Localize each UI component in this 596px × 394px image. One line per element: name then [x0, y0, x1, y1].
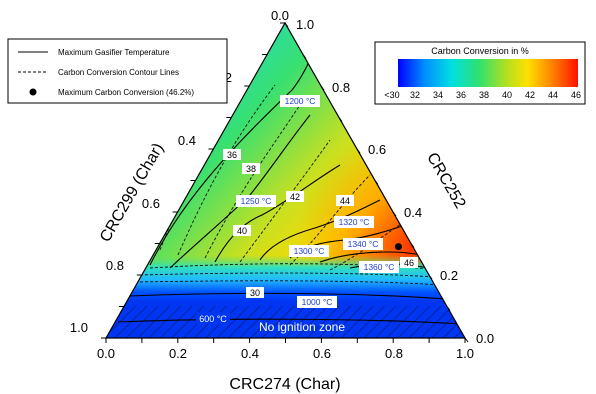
colorbar-tick-label: 44 — [548, 90, 558, 100]
colorbar-tick-label: 32 — [410, 90, 420, 100]
temp-label: 1200 °C — [285, 96, 316, 106]
left-tick: 0.0 — [271, 8, 289, 23]
bottom-tick: 0.0 — [97, 346, 115, 361]
temp-label: 1320 °C — [339, 217, 370, 227]
temp-label: 1360 °C — [364, 262, 395, 272]
colorbar-tick-label: <30 — [384, 90, 399, 100]
bottom-axis-ticks: 0.0 0.2 0.4 0.6 0.8 1.0 — [97, 346, 474, 361]
colorbar-tick-label: 46 — [571, 90, 581, 100]
no-ignition-zone-label: No ignition zone — [259, 320, 345, 334]
left-tick: 1.0 — [70, 320, 88, 335]
tick-marks — [101, 22, 469, 343]
legend-dot — [29, 88, 37, 96]
tick-mark — [338, 117, 343, 122]
conversion-label: 46 — [404, 258, 414, 268]
tick-mark — [446, 306, 451, 311]
tick-mark — [284, 22, 289, 28]
maximum-conversion-point — [394, 243, 402, 251]
temperature-labels: 600 °C 1000 °C 1200 °C 1250 °C 1300 °C 1… — [196, 95, 399, 324]
temp-label: 1300 °C — [294, 246, 325, 256]
bottom-tick: 1.0 — [456, 346, 474, 361]
left-tick: 0.6 — [142, 196, 160, 211]
legend: Maximum Gasifier Temperature Carbon Conv… — [7, 38, 228, 104]
tick-mark — [356, 148, 361, 154]
right-tick: 0.4 — [404, 205, 422, 220]
colorbar-ticks: <30 32 34 36 38 40 42 44 46 — [384, 90, 581, 100]
right-axis-ticks: 0.0 0.2 0.4 0.6 0.8 1.0 — [296, 17, 494, 346]
bottom-tick: 0.4 — [241, 346, 259, 361]
right-tick: 0.0 — [476, 331, 494, 346]
colorbar-tick-label: 34 — [433, 90, 443, 100]
temp-label: 1340 °C — [348, 239, 379, 249]
legend-label: Maximum Carbon Conversion (46.2%) — [58, 88, 194, 97]
colorbar-tick-label: 40 — [502, 90, 512, 100]
colorbar-tick-label: 38 — [479, 90, 489, 100]
bottom-tick: 0.8 — [385, 346, 403, 361]
right-tick: 1.0 — [296, 17, 314, 32]
colorbar: Carbon Conversion in % <30 32 34 36 38 40 42 44… — [374, 41, 586, 105]
tick-mark — [374, 180, 379, 185]
conversion-label: 40 — [237, 226, 247, 236]
conversion-label: 42 — [290, 192, 300, 202]
tick-mark — [428, 274, 433, 280]
conversion-labels: 30 36 38 40 42 44 46 — [223, 149, 418, 298]
tick-mark — [302, 54, 307, 59]
right-axis-label: CRC252 — [423, 150, 468, 212]
legend-label: Carbon Conversion Contour Lines — [58, 68, 179, 77]
right-tick: 0.6 — [368, 142, 386, 157]
colorbar-tick-label: 36 — [456, 90, 466, 100]
left-axis-label: CRC299 (Char) — [97, 140, 167, 245]
conversion-label: 30 — [250, 288, 260, 298]
tick-mark — [320, 85, 325, 91]
tick-mark — [410, 243, 415, 248]
colorbar-tick-label: 42 — [525, 90, 535, 100]
temp-label: 1000 °C — [302, 297, 333, 307]
temp-label: 600 °C — [199, 314, 227, 324]
conversion-label: 38 — [246, 164, 256, 174]
conversion-label: 36 — [227, 150, 237, 160]
legend-label: Maximum Gasifier Temperature — [58, 48, 170, 57]
left-tick: 0.4 — [178, 133, 196, 148]
bottom-tick: 0.6 — [313, 346, 331, 361]
left-tick: 0.8 — [106, 258, 124, 273]
temp-label: 1250 °C — [241, 196, 272, 206]
colorbar-title: Carbon Conversion in % — [431, 46, 529, 56]
right-tick: 0.8 — [332, 80, 350, 95]
conversion-label: 44 — [340, 196, 350, 206]
right-tick: 0.2 — [440, 268, 458, 283]
colorbar-gradient — [398, 59, 578, 87]
bottom-axis-label: CRC274 (Char) — [229, 376, 340, 393]
bottom-tick: 0.2 — [169, 346, 187, 361]
tick-mark — [392, 211, 397, 217]
